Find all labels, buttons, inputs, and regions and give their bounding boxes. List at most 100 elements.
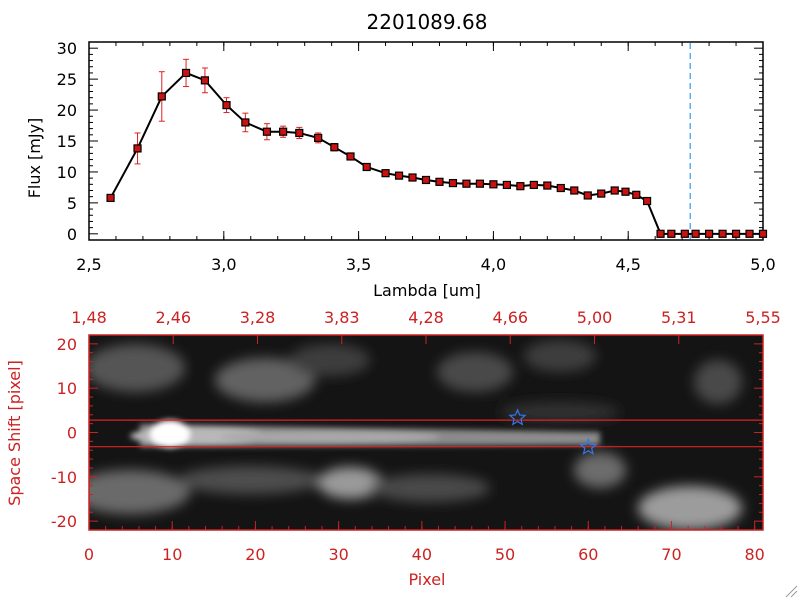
image-y-tick-label: 20: [57, 335, 77, 354]
spectrum-x-tick-labels: 2,5 3,0 3,5 4,0 4,5 5,0: [76, 255, 775, 274]
data-point: [200, 76, 210, 85]
data-point: [667, 229, 676, 238]
spectrum-y-tick-labels: 0 5 10 15 20 25 30: [57, 39, 77, 244]
image-top-tick-labels: 1,48 2,46 3,28 3,83 4,28 4,66 5,00 5,31 5,55: [71, 308, 781, 327]
data-point: [462, 179, 471, 188]
data-point: [279, 127, 288, 136]
data-point: [421, 175, 431, 185]
image-x-tick-label: 20: [245, 545, 265, 564]
image-top-tick-label: 5,31: [661, 308, 697, 327]
data-point: [314, 133, 323, 143]
image-x-tick-label: 70: [661, 545, 681, 564]
spectrum-y-tick-label: 15: [57, 132, 77, 151]
image-top-tick-label: 3,28: [240, 308, 276, 327]
image-x-tick-label: 0: [84, 545, 94, 564]
data-point: [346, 152, 355, 161]
spectrum-series-line: [109, 71, 763, 235]
data-point: [262, 127, 272, 136]
image-ticks: [88, 334, 764, 531]
data-point: [222, 101, 231, 110]
spectrum-panel: 2201089.68 2,5 3,0 3,5 4,0 4,5 5,0 0 5 10 15 20 25…: [25, 10, 776, 300]
spectrum-x-tick-label: 3,5: [346, 255, 371, 274]
data-point: [502, 180, 511, 190]
spectrum-y-tick-label: 25: [57, 70, 77, 89]
spectrum-x-tick-label: 3,0: [211, 255, 236, 274]
spectrum-ticks: [88, 42, 764, 240]
data-point: [758, 229, 768, 238]
image-x-tick-label: 80: [744, 545, 764, 564]
spectral-image: [89, 335, 763, 530]
data-point: [583, 191, 592, 200]
image-y-tick-label: -20: [51, 512, 77, 531]
image-top-tick-label: 5,00: [577, 308, 613, 327]
data-point: [632, 190, 641, 199]
spectrum-x-tick-label: 4,0: [481, 255, 506, 274]
resize-grip-icon[interactable]: [785, 585, 798, 598]
data-point: [610, 186, 619, 195]
image-y-tick-labels: -20 -10 0 10 20: [51, 335, 77, 531]
spectrum-x-tick-label: 4,5: [615, 255, 640, 274]
image-x-tick-label: 30: [328, 545, 348, 564]
data-point: [621, 187, 630, 196]
data-point: [295, 128, 304, 138]
data-point: [556, 183, 565, 193]
image-top-tick-label: 4,28: [408, 308, 444, 327]
chart-title: 2201089.68: [367, 10, 488, 34]
image-x-tick-label: 10: [162, 545, 182, 564]
image-top-tick-label: 4,66: [492, 308, 528, 327]
data-point: [408, 173, 417, 182]
image-y-tick-label: -10: [51, 468, 77, 487]
data-point: [133, 144, 142, 153]
data-point: [381, 169, 390, 178]
image-x-tick-label: 50: [495, 545, 515, 564]
data-point: [106, 193, 115, 203]
image-x-tick-labels: 0 10 20 30 40 50 60 70 80: [84, 545, 765, 564]
image-panel: 0 10 20 30 40 50 60 70 80 1,48 2,46 3,28 3,83 4,28 4,…: [5, 308, 781, 589]
data-point: [656, 229, 665, 238]
data-point: [718, 229, 727, 238]
image-x-tick-label: 60: [578, 545, 598, 564]
spectrum-x-tick-label: 5,0: [750, 255, 775, 274]
data-point: [704, 229, 714, 238]
image-top-tick-label: 2,46: [155, 308, 191, 327]
spectrum-x-axis-label: Lambda [um]: [373, 281, 481, 300]
spectrum-x-tick-label: 2,5: [76, 255, 101, 274]
extraction-lines: [89, 419, 763, 448]
image-y-tick-label: 0: [67, 424, 77, 443]
image-x-tick-label: 40: [412, 545, 432, 564]
data-point: [642, 196, 652, 206]
data-point: [691, 229, 700, 238]
image-top-tick-label: 1,48: [71, 308, 107, 327]
data-point: [543, 181, 552, 190]
data-point: [745, 229, 754, 238]
spectrum-y-tick-label: 10: [57, 163, 77, 182]
data-point: [241, 118, 250, 127]
spectrum-y-tick-label: 5: [67, 194, 77, 213]
data-point: [475, 179, 485, 188]
spectrum-data-marks: [106, 58, 768, 238]
image-y-axis-label: Space Shift [pixel]: [5, 360, 24, 506]
data-point: [394, 171, 404, 180]
spectrum-y-tick-label: 20: [57, 101, 77, 120]
spectrum-y-tick-label: 30: [57, 39, 77, 58]
data-point: [330, 143, 339, 152]
data-point: [489, 180, 498, 189]
data-point: [570, 186, 579, 195]
data-point: [516, 182, 525, 191]
image-top-tick-label: 3,83: [324, 308, 360, 327]
image-y-tick-label: 10: [57, 379, 77, 398]
data-point: [680, 229, 689, 238]
spectrum-y-axis-label: Flux [mJy]: [25, 118, 44, 199]
image-top-tick-label: 5,55: [745, 308, 781, 327]
data-point: [731, 229, 741, 238]
image-x-axis-label: Pixel: [408, 570, 445, 589]
data-point: [448, 178, 458, 188]
data-point: [435, 177, 444, 186]
data-point: [157, 92, 166, 101]
data-point: [529, 180, 538, 190]
data-point: [181, 68, 191, 78]
data-point: [362, 162, 371, 172]
spectrum-y-tick-label: 0: [67, 225, 77, 244]
